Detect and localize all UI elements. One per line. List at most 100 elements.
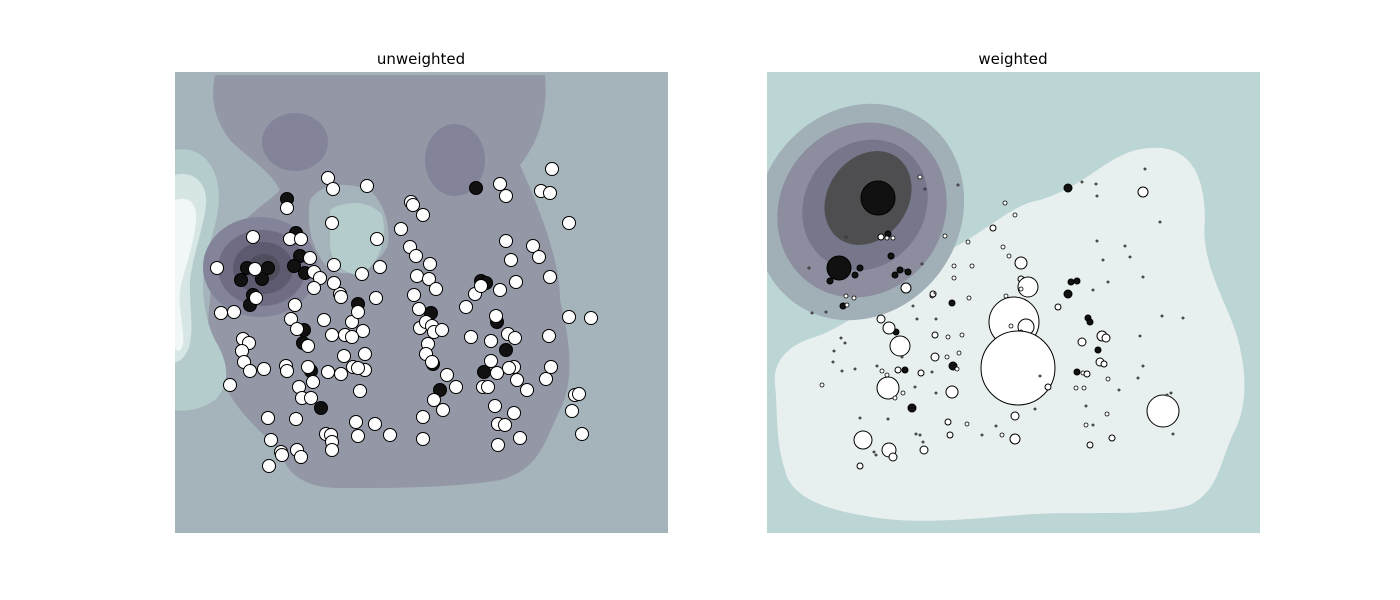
scatter-point-class_0 (1128, 255, 1132, 259)
scatter-point-class_1 (1073, 277, 1081, 285)
scatter-point-class_0 (223, 378, 237, 392)
scatter-point-class_0 (1094, 182, 1098, 186)
scatter-point-class_0 (843, 341, 847, 345)
scatter-point-class_0 (353, 384, 367, 398)
scatter-point-class_0 (1146, 394, 1180, 428)
scatter-point-class_0 (889, 335, 911, 357)
scatter-point-class_0 (1108, 434, 1116, 442)
scatter-point-class_0 (325, 328, 339, 342)
scatter-point-class_0 (884, 235, 890, 241)
scatter-point-class_0 (872, 450, 876, 454)
scatter-point-class_0 (1086, 441, 1094, 449)
scatter-point-class_0 (227, 305, 241, 319)
scatter-point-class_0 (856, 462, 864, 470)
scatter-point-class_0 (894, 366, 902, 374)
scatter-point-class_0 (934, 317, 938, 321)
scatter-point-class_1 (896, 266, 904, 274)
scatter-point-class_0 (412, 302, 426, 316)
scatter-point-class_0 (425, 355, 439, 369)
scatter-point-class_0 (262, 459, 276, 473)
scatter-point-class_0 (325, 443, 339, 457)
contour-weighted (767, 72, 1260, 533)
scatter-point-class_0 (1008, 323, 1014, 329)
scatter-point-class_0 (427, 393, 441, 407)
scatter-point-class_0 (1158, 220, 1162, 224)
scatter-point-class_1 (826, 277, 834, 285)
scatter-point-class_1 (826, 255, 852, 281)
scatter-point-class_1 (887, 252, 895, 260)
scatter-point-class_0 (303, 251, 317, 265)
scatter-point-class_0 (824, 310, 828, 314)
scatter-point-class_0 (914, 432, 918, 436)
scatter-point-class_1 (907, 403, 917, 413)
scatter-point-class_0 (930, 370, 934, 374)
scatter-point-class_0 (892, 395, 898, 401)
scatter-point-class_0 (964, 421, 970, 427)
scatter-point-class_0 (1101, 333, 1111, 343)
scatter-point-class_0 (526, 239, 540, 253)
scatter-point-class_0 (572, 387, 586, 401)
scatter-point-class_0 (915, 317, 919, 321)
scatter-point-class_0 (416, 410, 430, 424)
scatter-point-class_0 (499, 234, 513, 248)
scatter-point-class_0 (409, 249, 423, 263)
scatter-point-class_0 (911, 304, 915, 308)
scatter-point-class_0 (944, 418, 952, 426)
scatter-point-class_1 (904, 268, 912, 276)
scatter-point-class_0 (520, 383, 534, 397)
scatter-point-class_0 (327, 258, 341, 272)
scatter-point-class_0 (980, 330, 1056, 406)
scatter-point-class_0 (337, 349, 351, 363)
scatter-point-class_0 (509, 275, 523, 289)
scatter-point-class_1 (499, 343, 513, 357)
scatter-point-class_0 (875, 364, 879, 368)
scatter-point-class_0 (1101, 258, 1105, 262)
scatter-point-class_0 (954, 366, 960, 372)
scatter-point-class_0 (325, 216, 339, 230)
scatter-point-class_0 (345, 330, 359, 344)
scatter-point-class_0 (422, 272, 436, 286)
scatter-point-class_0 (294, 450, 308, 464)
scatter-point-class_0 (275, 448, 289, 462)
scatter-point-class_0 (999, 432, 1005, 438)
scatter-point-class_0 (831, 360, 835, 364)
scatter-point-class_0 (484, 354, 498, 368)
scatter-point-class_0 (1123, 244, 1127, 248)
scatter-point-class_0 (307, 281, 321, 295)
scatter-point-class_0 (493, 177, 507, 191)
scatter-point-class_0 (1104, 411, 1110, 417)
scatter-point-class_0 (1160, 314, 1164, 318)
scatter-point-class_0 (951, 275, 957, 281)
scatter-point-class_1 (314, 401, 328, 415)
scatter-point-class_0 (416, 208, 430, 222)
scatter-point-class_0 (306, 375, 320, 389)
scatter-point-class_1 (1073, 368, 1081, 376)
scatter-point-class_0 (853, 430, 873, 450)
scatter-point-class_0 (851, 295, 857, 301)
scatter-point-class_0 (358, 347, 372, 361)
scatter-point-class_0 (407, 288, 421, 302)
scatter-point-class_0 (966, 295, 972, 301)
panel-weighted: weighted (767, 50, 1260, 533)
scatter-point-class_0 (1038, 374, 1042, 378)
points-unweighted (210, 162, 598, 473)
scatter-point-class_0 (562, 310, 576, 324)
scatter-point-class_0 (930, 352, 940, 362)
scatter-point-class_0 (1018, 286, 1024, 292)
scatter-point-class_1 (851, 271, 859, 279)
scatter-point-class_0 (562, 216, 576, 230)
scatter-point-class_0 (980, 433, 984, 437)
scatter-point-class_0 (261, 411, 275, 425)
scatter-point-class_0 (507, 406, 521, 420)
scatter-point-class_1 (948, 299, 956, 307)
scatter-point-class_0 (956, 350, 962, 356)
scatter-point-class_0 (1169, 391, 1173, 395)
scatter-point-class_0 (490, 366, 504, 380)
scatter-point-class_0 (879, 368, 885, 374)
scatter-point-class_0 (474, 279, 488, 293)
scatter-point-class_0 (810, 311, 814, 315)
scatter-point-class_0 (1137, 186, 1149, 198)
scatter-point-class_0 (1081, 385, 1087, 391)
scatter-point-class_0 (1165, 393, 1169, 397)
